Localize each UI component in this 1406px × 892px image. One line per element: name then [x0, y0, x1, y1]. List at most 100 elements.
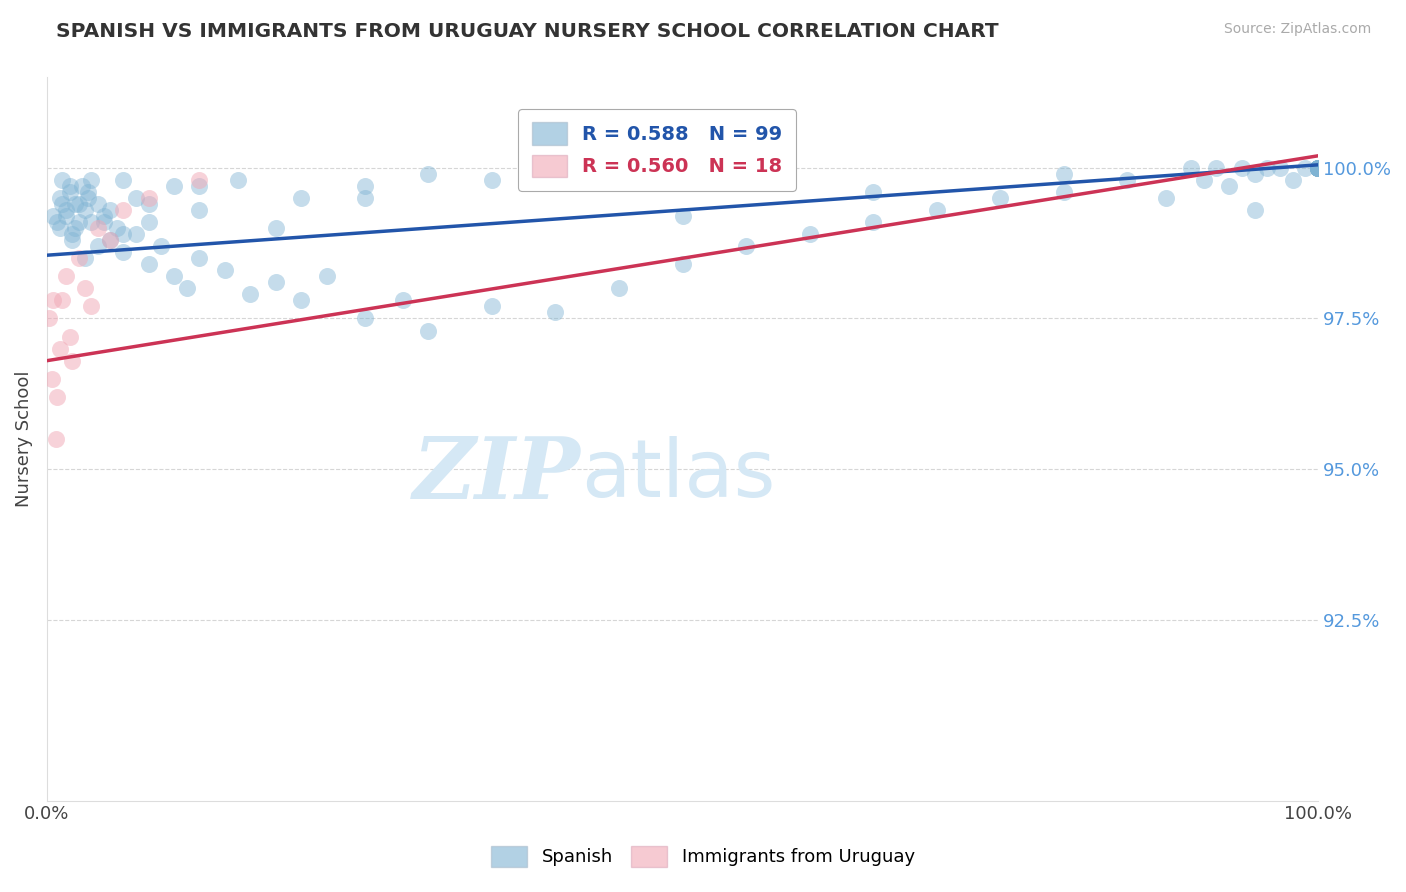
Point	[125, 191, 148, 205]
Point	[1180, 161, 1202, 175]
Point	[1230, 161, 1253, 175]
Point	[42, 293, 65, 308]
Point	[1218, 178, 1240, 193]
Point	[481, 300, 503, 314]
Point	[138, 257, 160, 271]
Point	[125, 227, 148, 241]
Point	[55, 209, 77, 223]
Point	[188, 202, 211, 217]
Point	[1308, 161, 1330, 175]
Point	[799, 227, 821, 241]
Text: ZIP: ZIP	[413, 434, 581, 517]
Point	[1268, 161, 1291, 175]
Point	[226, 173, 249, 187]
Point	[392, 293, 415, 308]
Point	[735, 239, 758, 253]
Point	[93, 209, 115, 223]
Point	[353, 311, 375, 326]
Point	[418, 167, 440, 181]
Point	[67, 252, 90, 266]
Point	[48, 191, 70, 205]
Point	[138, 191, 160, 205]
Point	[1192, 173, 1215, 187]
Point	[862, 215, 884, 229]
Point	[51, 293, 73, 308]
Point	[138, 215, 160, 229]
Point	[1294, 161, 1316, 175]
Point	[80, 173, 103, 187]
Point	[1308, 161, 1330, 175]
Point	[1308, 161, 1330, 175]
Point	[138, 197, 160, 211]
Point	[1308, 161, 1330, 175]
Point	[60, 227, 83, 241]
Point	[315, 269, 337, 284]
Point	[1256, 161, 1278, 175]
Point	[76, 185, 98, 199]
Point	[63, 221, 86, 235]
Legend: Spanish, Immigrants from Uruguay: Spanish, Immigrants from Uruguay	[484, 838, 922, 874]
Point	[73, 202, 96, 217]
Point	[163, 178, 186, 193]
Point	[100, 202, 122, 217]
Point	[41, 372, 63, 386]
Point	[671, 209, 693, 223]
Text: SPANISH VS IMMIGRANTS FROM URUGUAY NURSERY SCHOOL CORRELATION CHART: SPANISH VS IMMIGRANTS FROM URUGUAY NURSE…	[56, 22, 998, 41]
Point	[988, 191, 1011, 205]
Point	[1308, 161, 1330, 175]
Point	[87, 239, 110, 253]
Point	[264, 276, 287, 290]
Point	[1308, 161, 1330, 175]
Point	[239, 287, 262, 301]
Point	[87, 197, 110, 211]
Point	[55, 202, 77, 217]
Point	[1205, 161, 1227, 175]
Point	[48, 342, 70, 356]
Point	[59, 178, 82, 193]
Point	[481, 173, 503, 187]
Point	[1116, 173, 1139, 187]
Point	[188, 252, 211, 266]
Point	[163, 269, 186, 284]
Point	[51, 197, 73, 211]
Point	[214, 263, 236, 277]
Point	[1308, 161, 1330, 175]
Point	[188, 178, 211, 193]
Point	[112, 227, 135, 241]
Point	[67, 197, 90, 211]
Legend: R = 0.588   N = 99, R = 0.560   N = 18: R = 0.588 N = 99, R = 0.560 N = 18	[519, 109, 796, 191]
Point	[51, 173, 73, 187]
Point	[264, 221, 287, 235]
Point	[100, 233, 122, 247]
Point	[76, 191, 98, 205]
Point	[45, 432, 67, 446]
Point	[418, 324, 440, 338]
Point	[607, 281, 630, 295]
Point	[1308, 161, 1330, 175]
Point	[1308, 161, 1330, 175]
Point	[80, 215, 103, 229]
Point	[176, 281, 198, 295]
Point	[38, 311, 60, 326]
Point	[1243, 202, 1265, 217]
Text: Source: ZipAtlas.com: Source: ZipAtlas.com	[1223, 22, 1371, 37]
Text: atlas: atlas	[581, 436, 775, 514]
Point	[1154, 191, 1177, 205]
Point	[112, 173, 135, 187]
Point	[72, 178, 94, 193]
Point	[59, 329, 82, 343]
Point	[290, 191, 312, 205]
Point	[1053, 185, 1076, 199]
Point	[1308, 161, 1330, 175]
Point	[87, 221, 110, 235]
Point	[188, 173, 211, 187]
Point	[60, 353, 83, 368]
Point	[290, 293, 312, 308]
Point	[60, 233, 83, 247]
Point	[1308, 161, 1330, 175]
Point	[544, 305, 567, 319]
Point	[100, 233, 122, 247]
Point	[42, 209, 65, 223]
Point	[1308, 161, 1330, 175]
Point	[55, 269, 77, 284]
